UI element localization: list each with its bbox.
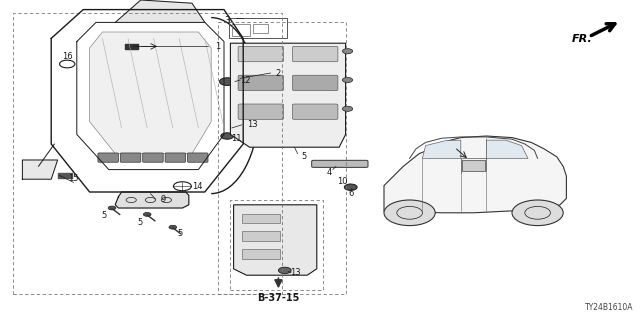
FancyBboxPatch shape [188,153,208,162]
Text: 14: 14 [192,182,202,191]
Bar [242,214,280,223]
Polygon shape [384,136,566,213]
Circle shape [221,133,234,139]
Circle shape [512,200,563,226]
Polygon shape [234,205,317,275]
Text: 5: 5 [137,218,142,227]
Bar [253,24,268,33]
Text: 9: 9 [161,195,166,204]
Text: 5: 5 [301,152,307,161]
FancyBboxPatch shape [238,104,284,119]
Text: 5: 5 [178,229,183,238]
Bar [462,160,485,171]
Text: FR.: FR. [572,34,593,44]
Circle shape [342,106,353,111]
Bar [229,18,287,38]
Polygon shape [115,0,205,22]
Text: 11: 11 [232,134,242,143]
Text: 1: 1 [215,42,220,51]
Text: 2: 2 [276,69,281,78]
FancyBboxPatch shape [292,75,338,91]
FancyBboxPatch shape [98,153,118,162]
Circle shape [344,184,357,190]
Text: 16: 16 [62,52,72,61]
Text: 13: 13 [248,120,258,129]
FancyBboxPatch shape [120,153,141,162]
Polygon shape [422,140,461,158]
Circle shape [278,267,291,274]
Text: 15: 15 [68,174,79,183]
Polygon shape [90,32,211,154]
Circle shape [342,49,353,54]
FancyBboxPatch shape [238,46,284,62]
Text: B-37-15: B-37-15 [257,292,300,303]
Polygon shape [115,192,189,208]
Text: 6: 6 [348,189,353,198]
Polygon shape [22,160,58,179]
FancyBboxPatch shape [238,75,284,91]
FancyBboxPatch shape [292,46,338,62]
Text: TY24B1610A: TY24B1610A [585,303,634,312]
FancyBboxPatch shape [292,104,338,119]
Text: 12: 12 [240,76,250,84]
Circle shape [342,77,353,83]
Polygon shape [230,43,346,147]
FancyBboxPatch shape [312,160,368,167]
Circle shape [143,212,151,216]
Polygon shape [486,140,528,158]
Circle shape [220,78,235,85]
Text: 13: 13 [291,268,301,277]
Circle shape [169,225,177,229]
Bar [242,249,280,259]
Text: 3: 3 [225,16,230,25]
Text: 5: 5 [101,212,106,220]
Bar [242,231,280,241]
FancyBboxPatch shape [165,153,186,162]
FancyBboxPatch shape [143,153,163,162]
Text: 4: 4 [327,168,332,177]
Bar [232,24,250,36]
Circle shape [108,206,116,210]
Text: 10: 10 [337,177,348,186]
Circle shape [384,200,435,226]
